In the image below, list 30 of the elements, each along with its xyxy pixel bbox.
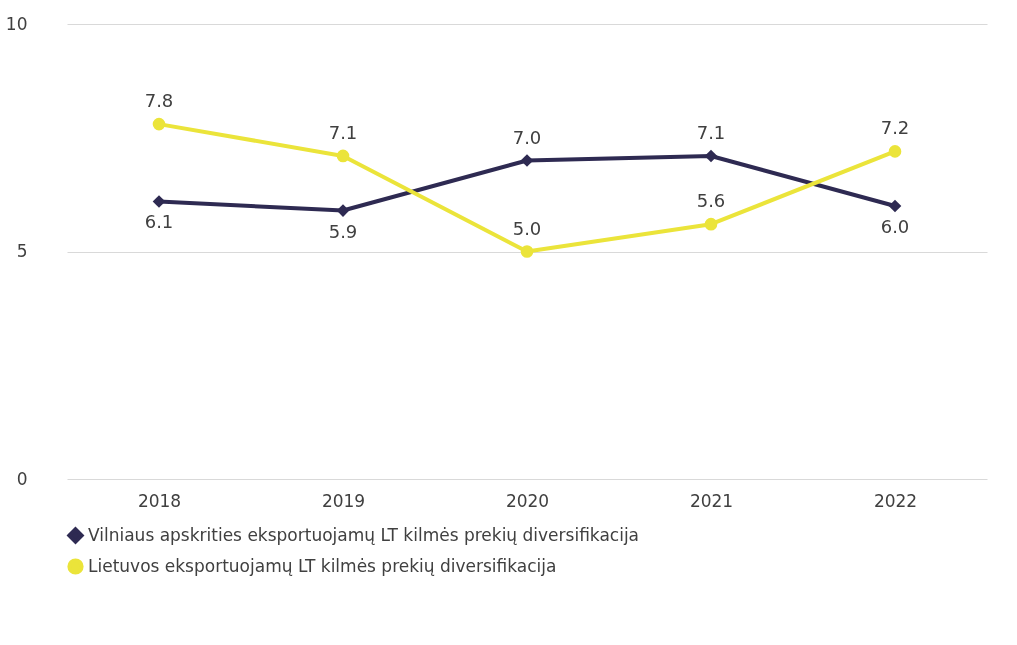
point xyxy=(888,199,902,213)
point xyxy=(520,154,534,167)
data-label: 7.0 xyxy=(512,126,542,148)
data-label: 7.8 xyxy=(144,90,174,112)
point xyxy=(152,195,166,208)
point xyxy=(704,149,718,163)
x-tick-label: 2021 xyxy=(689,490,734,511)
point xyxy=(336,204,350,217)
legend-label: Vilniaus apskrities eksportuojamų LT kilmės prekių diversifikacija xyxy=(88,524,640,545)
y-tick-label: 10 xyxy=(5,13,28,34)
data-label: 5.0 xyxy=(512,217,542,239)
x-tick-label: 2022 xyxy=(873,490,918,511)
point xyxy=(152,117,166,131)
point xyxy=(336,149,350,163)
x-tick-label: 2020 xyxy=(505,490,550,511)
x-tick-label: 2018 xyxy=(137,490,182,511)
point xyxy=(888,145,902,158)
data-label: 7.1 xyxy=(696,121,726,143)
data-label: 7.2 xyxy=(880,117,910,139)
point xyxy=(704,217,718,231)
data-label: 5.9 xyxy=(328,220,358,242)
x-tick-label: 2019 xyxy=(321,490,366,511)
data-label: 5.6 xyxy=(696,190,726,212)
data-label: 7.1 xyxy=(328,121,358,143)
point xyxy=(520,245,534,258)
y-tick-label: 5 xyxy=(16,241,28,261)
data-label: 6.1 xyxy=(144,211,174,233)
data-label: 6.0 xyxy=(880,216,910,237)
y-tick-label: 0 xyxy=(16,468,28,489)
legend-label: Lietuvos eksportuojamų LT kilmės prekių diversifikacija xyxy=(88,555,557,576)
